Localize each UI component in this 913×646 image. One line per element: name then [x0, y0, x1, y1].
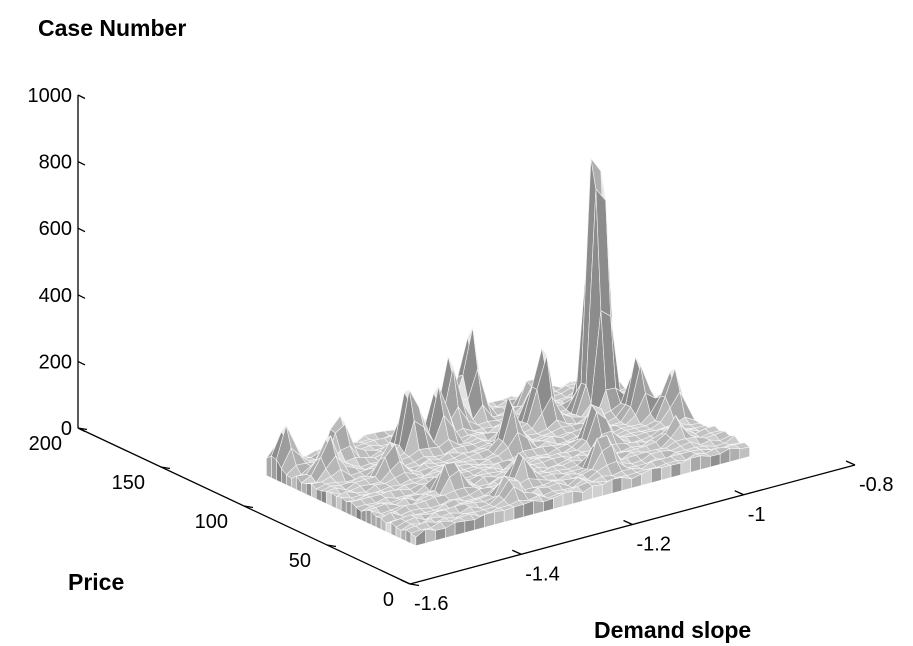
surface-skirt	[651, 467, 662, 484]
z-tick-mark	[77, 161, 86, 166]
surface-skirt	[306, 483, 312, 497]
surface-skirt	[611, 477, 623, 494]
surface-skirt	[291, 475, 297, 490]
y-tick-label: 50	[289, 550, 311, 572]
surface-skirt	[690, 455, 701, 473]
surface-skirt	[315, 488, 322, 502]
surface-skirt	[700, 455, 711, 470]
z-tick-label: 0	[61, 418, 72, 440]
y-tick-mark	[409, 583, 420, 587]
x-tick-mark	[734, 490, 745, 496]
surface-plot	[265, 157, 751, 547]
z-tick-mark	[77, 294, 86, 299]
y-tick-label: 200	[29, 433, 62, 455]
surface-skirt	[592, 484, 603, 499]
x-tick-label: -0.8	[859, 474, 893, 496]
y-tick-mark	[326, 544, 337, 548]
surface-skirt	[320, 490, 327, 504]
y-tick-label: 150	[112, 472, 145, 494]
y-axis-title: Price	[68, 569, 124, 595]
axes: 02004006008001000050100150200-1.6-1.4-1.…	[28, 85, 894, 615]
z-tick-label: 200	[39, 351, 72, 373]
surface-skirt	[271, 455, 277, 481]
surface-skirt	[400, 529, 407, 542]
y-tick-mark	[77, 427, 88, 431]
y-tick-mark	[243, 505, 254, 509]
surface-skirt	[375, 516, 382, 530]
surface-skirt	[365, 510, 372, 526]
z-tick-label: 800	[39, 152, 72, 174]
surface-skirt	[621, 477, 633, 491]
surface-skirt	[454, 520, 466, 536]
surface-skirt	[325, 491, 332, 507]
axis-labels: Case Number Price Demand slope	[38, 15, 751, 643]
surface-skirt	[660, 464, 672, 481]
surface-skirt	[425, 528, 436, 544]
y-tick-label: 0	[383, 589, 394, 611]
surface-skirt	[385, 522, 392, 535]
surface-skirt	[494, 510, 505, 526]
surface-skirt	[435, 527, 446, 541]
x-tick-label: -1.6	[414, 593, 448, 615]
surface-skirt	[464, 519, 475, 533]
surface-skirt	[739, 446, 750, 460]
x-tick-label: -1.4	[525, 563, 559, 585]
surface-skirt	[670, 462, 682, 478]
surface-skirt	[562, 490, 574, 507]
surface-skirt	[572, 490, 583, 505]
x-tick-mark	[845, 460, 856, 466]
y-tick-mark	[160, 466, 171, 470]
surface-skirt	[513, 503, 525, 520]
z-tick-mark	[77, 94, 86, 100]
z-tick-label: 600	[39, 218, 72, 240]
x-tick-mark	[400, 579, 411, 585]
surface-skirt	[484, 511, 495, 528]
x-tick-label: -1	[748, 504, 766, 526]
x-tick-mark	[511, 549, 522, 555]
x-tick-label: -1.2	[637, 534, 671, 556]
surface-skirt	[710, 453, 721, 468]
surface-skirt	[335, 496, 342, 512]
z-axis-title: Case Number	[38, 15, 186, 41]
z-tick-mark	[77, 360, 86, 366]
z-tick-label: 1000	[28, 85, 73, 107]
x-axis-title: Demand slope	[594, 617, 751, 643]
surface-skirt	[345, 501, 352, 516]
y-tick-label: 100	[195, 511, 228, 533]
surface-skirt	[360, 509, 367, 523]
surface-skirt	[301, 482, 307, 495]
z-tick-label: 400	[39, 285, 72, 307]
surface-skirt	[533, 500, 544, 515]
surface-skirt	[729, 448, 741, 463]
z-tick-mark	[77, 227, 86, 233]
x-tick-mark	[623, 519, 633, 526]
surface-skirt	[266, 455, 272, 479]
